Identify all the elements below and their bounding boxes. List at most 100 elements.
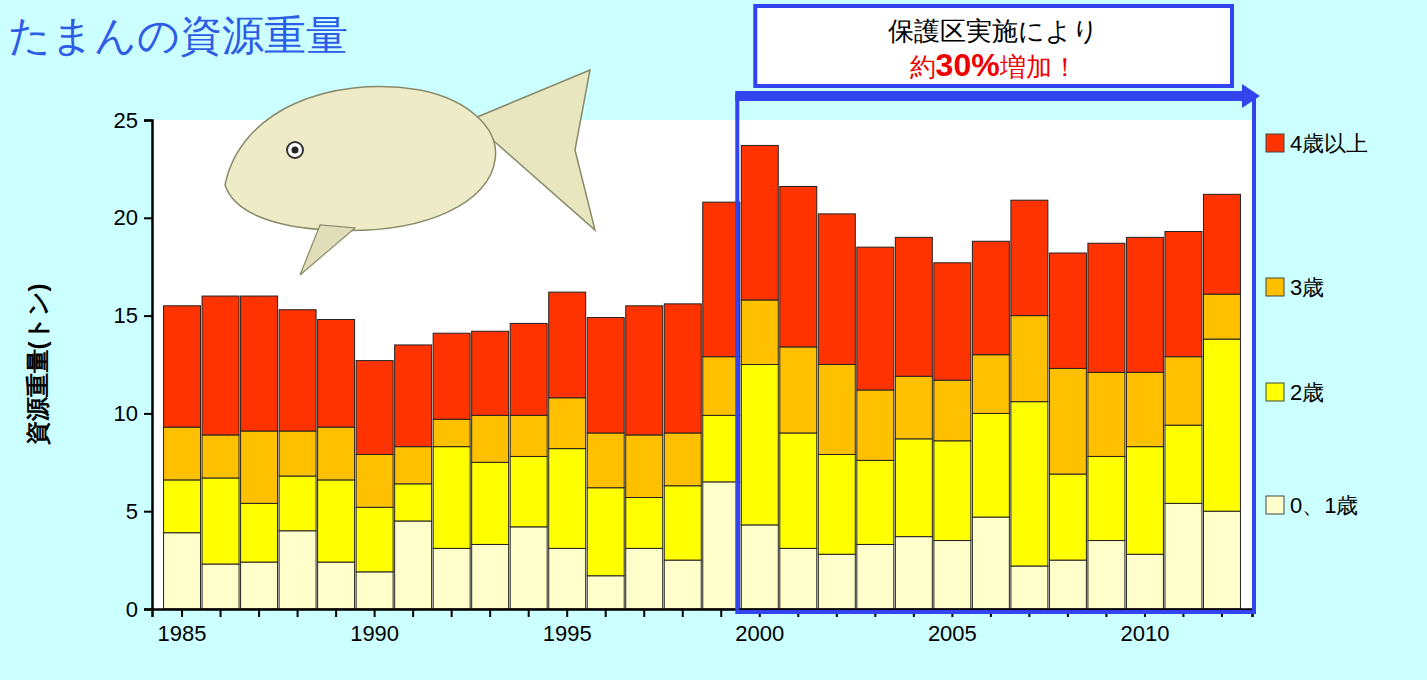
y-tick-label: 5 [126,499,138,524]
legend-label: 2歳 [1290,380,1324,405]
bar-segment [1049,474,1086,560]
fish-body [225,87,496,231]
bar-segment [241,296,278,431]
x-tick [721,609,722,617]
y-tick: 15 [114,303,152,328]
bar-segment [1011,566,1048,609]
x-tick [259,609,260,617]
annotation-line: 保護区実施により [888,16,1099,46]
bar-segment [510,527,547,609]
x-tick-mark [258,609,260,617]
bar-segment [1203,339,1240,511]
y-tick-mark [144,217,152,219]
bar-segment [1088,243,1125,372]
bar-segment [356,507,393,572]
bar-segment [395,447,432,484]
frame-rect [737,96,1254,612]
series-3 [164,145,1241,454]
bar-segment [395,521,432,609]
y-tick-mark [144,120,152,122]
x-tick [605,609,606,617]
legend-item: 4歳以上 [1266,131,1368,156]
bar-segment [510,415,547,456]
bar-segment [1165,425,1202,503]
y-tick: 0 [126,597,152,622]
fish-fin [300,225,355,275]
x-tick: 2010 [1120,609,1169,646]
legend-swatch [1266,134,1284,152]
bar-segment [164,480,201,533]
bar-segment [857,247,894,390]
bar-segment [857,544,894,609]
bar-segment [1011,200,1048,315]
bar-segment [626,498,663,549]
bar-segment [433,548,470,609]
highlight-frame [735,84,1260,612]
bar-segment [741,365,778,525]
bar-segment [472,331,509,415]
bar-segment [972,241,1009,354]
bar-segment [433,419,470,446]
y-tick: 25 [114,108,152,133]
y-tick: 20 [114,205,152,230]
annotation-box [755,6,1232,86]
y-tick: 10 [114,401,152,426]
bar-segment [1203,194,1240,294]
bar-segment [972,355,1009,414]
bar-segment [934,380,971,441]
bar-segment [664,304,701,433]
legend-swatch [1266,383,1284,401]
bar-segment [818,365,855,455]
bar-segment [741,525,778,609]
bar-segment [703,202,740,357]
bar-segment [241,431,278,503]
bar-segment [202,296,239,435]
bar-segment [202,564,239,609]
bar-segment [395,345,432,447]
x-tick [644,609,645,617]
bar-segment [356,361,393,455]
bar-segment [164,306,201,427]
x-tick [528,609,529,617]
x-tick [413,609,414,617]
bar-segment [664,433,701,486]
bar-segment [1126,372,1163,446]
bar-segment [1165,357,1202,425]
x-tick: 1985 [158,609,207,646]
bar-segment [972,413,1009,517]
y-axis-title: 資源重量(トン) [24,284,51,447]
x-tick [220,609,221,617]
bar-segment [1126,447,1163,555]
bar-segment [780,433,817,548]
frame-arrow-shaft [735,91,1244,101]
bar-segment [703,482,740,609]
bar-segment [857,390,894,460]
bar-segment [703,415,740,482]
x-tick-label: 1985 [158,621,207,646]
y-axis: 0 5 10 15 20 25 [114,108,153,622]
bar-segment [1049,253,1086,368]
legend-label: 3歳 [1290,275,1324,300]
y-tick-label: 0 [126,597,138,622]
x-axis: 198519901995200020052010 [153,609,1253,646]
y-tick: 5 [126,499,152,524]
x-tick-mark [643,609,645,617]
bar-segment [202,435,239,478]
bar-segment [780,347,817,433]
bar-segment [895,376,932,439]
bar-segment [1088,541,1125,609]
y-tick-mark [144,413,152,415]
bar-segment [1203,511,1240,609]
legend-swatch [1266,496,1284,514]
x-tick-mark [566,609,568,617]
bar-segment [164,533,201,609]
bar-segment [626,548,663,609]
x-tick-mark [451,609,453,617]
bar-segment [741,300,778,365]
bar-segment [241,503,278,562]
bar-segment [433,447,470,549]
y-tick-mark [144,609,152,611]
bar-segment [356,572,393,609]
bar-segment [895,439,932,537]
y-tick-label: 20 [114,205,138,230]
